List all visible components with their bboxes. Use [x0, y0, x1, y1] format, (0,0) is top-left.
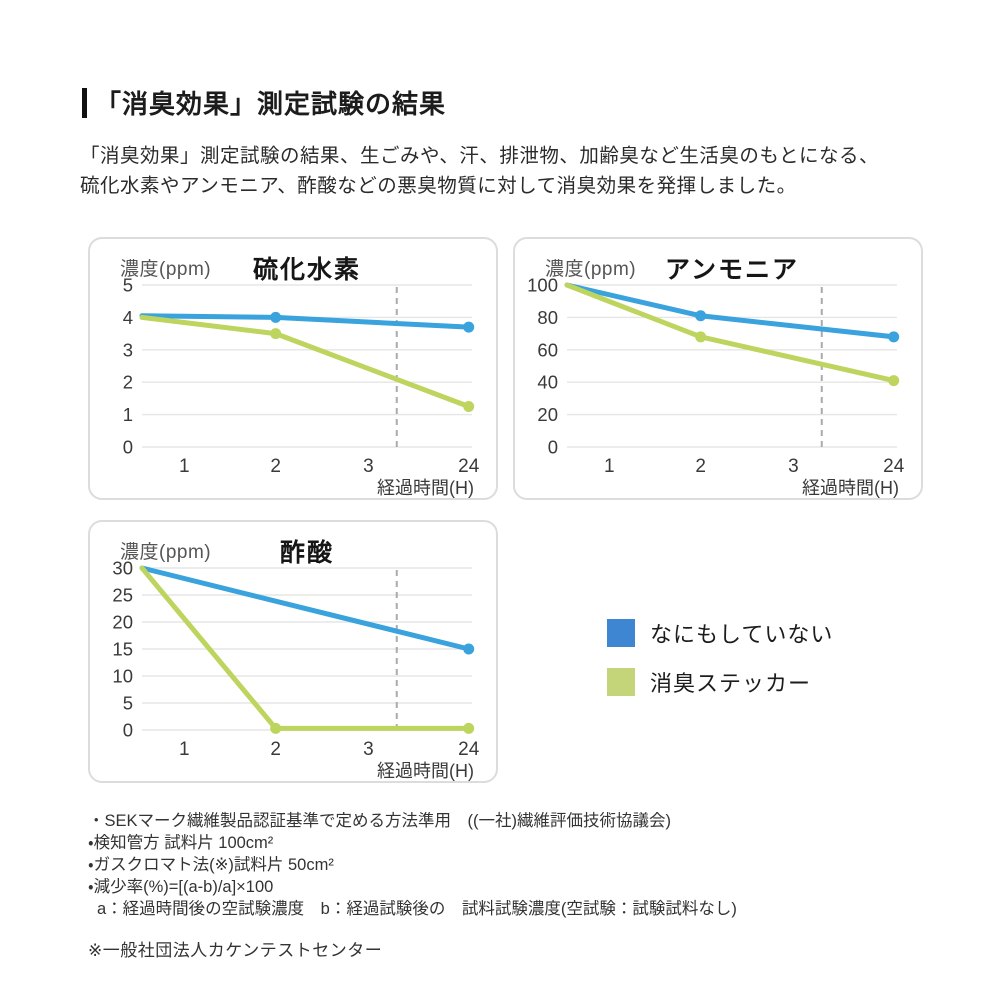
- y-tick-label: 2: [123, 372, 133, 393]
- legend-label: 消臭ステッカー: [650, 671, 812, 696]
- footnote-line: ・減少率(%)=[(a-b)/a]×100: [88, 878, 274, 896]
- legend-swatch-blue: [607, 619, 635, 647]
- data-point: [463, 401, 475, 412]
- legend-swatch-green: [607, 668, 635, 696]
- x-tick-label: 1: [179, 456, 190, 477]
- source-note: ※一般社団法人カケンテストセンター: [88, 941, 383, 960]
- series-line: [139, 565, 472, 652]
- data-point: [463, 722, 475, 734]
- chart-card-acetic-acid: 濃度(ppm) 酢酸 0 5 10 15 20 25 30 1 2 3 24 経過時間(H): [88, 520, 498, 783]
- footnote-formula-terms: a：経過時間後の空試験濃度 b：経過試験後の 試料試験濃度(空試験：試験試料なし…: [97, 900, 737, 918]
- data-point: [463, 321, 475, 333]
- page-header: 「消臭効果」測定試験の結果: [82, 84, 446, 121]
- y-tick-label: 5: [123, 275, 133, 296]
- x-tick-label: 24: [458, 456, 480, 477]
- x-tick-label: 3: [363, 456, 374, 477]
- data-point: [270, 722, 282, 734]
- x-tick-label: 2: [695, 456, 706, 477]
- data-point: [695, 310, 707, 322]
- series-line: [139, 314, 472, 409]
- y-tick-label: 80: [537, 307, 558, 328]
- series-line: [564, 282, 897, 340]
- legend-item-deodorant-sticker: 消臭ステッカー: [607, 666, 833, 698]
- intro-paragraph: 「消臭効果」測定試験の結果、生ごみや、汗、排泄物、加齢臭など生活臭のもとになる、…: [80, 145, 880, 197]
- y-tick-label: 0: [123, 720, 133, 741]
- y-axis-unit-label: 濃度(ppm): [545, 259, 637, 280]
- footnote-line: ・ガスクロマト法(※)試料片 50cm²: [88, 856, 334, 874]
- footnote-line: ・SEKマーク繊維製品認証基準で定める方法準用 ((一社)繊維評価技術協議会): [88, 812, 671, 830]
- y-tick-label: 20: [112, 612, 133, 633]
- x-tick-label: 3: [363, 739, 374, 760]
- y-tick-label: 4: [123, 307, 133, 328]
- series-line: [139, 565, 472, 731]
- y-tick-label: 10: [112, 666, 133, 687]
- y-tick-label: 3: [123, 339, 133, 360]
- title-accent-bar: [82, 87, 87, 118]
- y-tick-label: 30: [112, 558, 133, 579]
- y-tick-label: 25: [112, 585, 133, 606]
- legend-label: なにもしていない: [650, 622, 834, 647]
- chart-card-hydrogen-sulfide: 濃度(ppm) 硫化水素 0 1 2 3 4 5 1 2 3 24 経過時間(H): [88, 237, 498, 500]
- chart-card-ammonia: 濃度(ppm) アンモニア 0 20 40 60 80 100 1 2 3 24 経過時間(H): [513, 237, 923, 500]
- y-tick-label: 15: [112, 639, 133, 660]
- y-tick-label: 60: [537, 339, 558, 360]
- x-axis-label: 経過時間(H): [802, 478, 899, 498]
- x-tick-label: 2: [270, 456, 281, 477]
- footnote-line: ・検知管方 試料片 100cm²: [88, 834, 274, 852]
- y-tick-label: 20: [537, 404, 558, 425]
- data-point: [463, 643, 475, 655]
- x-tick-label: 24: [883, 456, 905, 477]
- footnotes: ・SEKマーク繊維製品認証基準で定める方法準用 ((一社)繊維評価技術協議会) …: [88, 810, 737, 920]
- x-axis-label: 経過時間(H): [377, 761, 474, 781]
- page-title: 「消臭効果」測定試験の結果: [95, 89, 447, 119]
- chart-title: アンモニア: [664, 256, 799, 284]
- chart-title: 酢酸: [279, 539, 334, 567]
- y-tick-label: 5: [123, 693, 133, 714]
- x-axis-label: 経過時間(H): [377, 478, 474, 498]
- data-point: [888, 375, 900, 387]
- data-point: [270, 328, 282, 340]
- data-point: [270, 311, 282, 323]
- legend-item-untreated: なにもしていない: [607, 617, 833, 649]
- x-tick-label: 1: [604, 456, 615, 477]
- x-tick-label: 1: [179, 739, 190, 760]
- x-tick-label: 3: [788, 456, 799, 477]
- y-tick-label: 0: [123, 437, 133, 458]
- data-point: [888, 331, 900, 343]
- y-axis-unit-label: 濃度(ppm): [120, 259, 212, 280]
- y-axis-unit-label: 濃度(ppm): [120, 542, 212, 563]
- y-tick-label: 0: [548, 437, 558, 458]
- x-tick-label: 24: [458, 739, 480, 760]
- y-tick-label: 1: [123, 404, 133, 425]
- y-tick-label: 40: [537, 372, 558, 393]
- x-tick-label: 2: [270, 739, 281, 760]
- y-tick-label: 100: [527, 275, 558, 296]
- data-point: [695, 331, 707, 343]
- chart-legend: なにもしていない 消臭ステッカー: [607, 617, 833, 698]
- chart-title: 硫化水素: [252, 256, 361, 284]
